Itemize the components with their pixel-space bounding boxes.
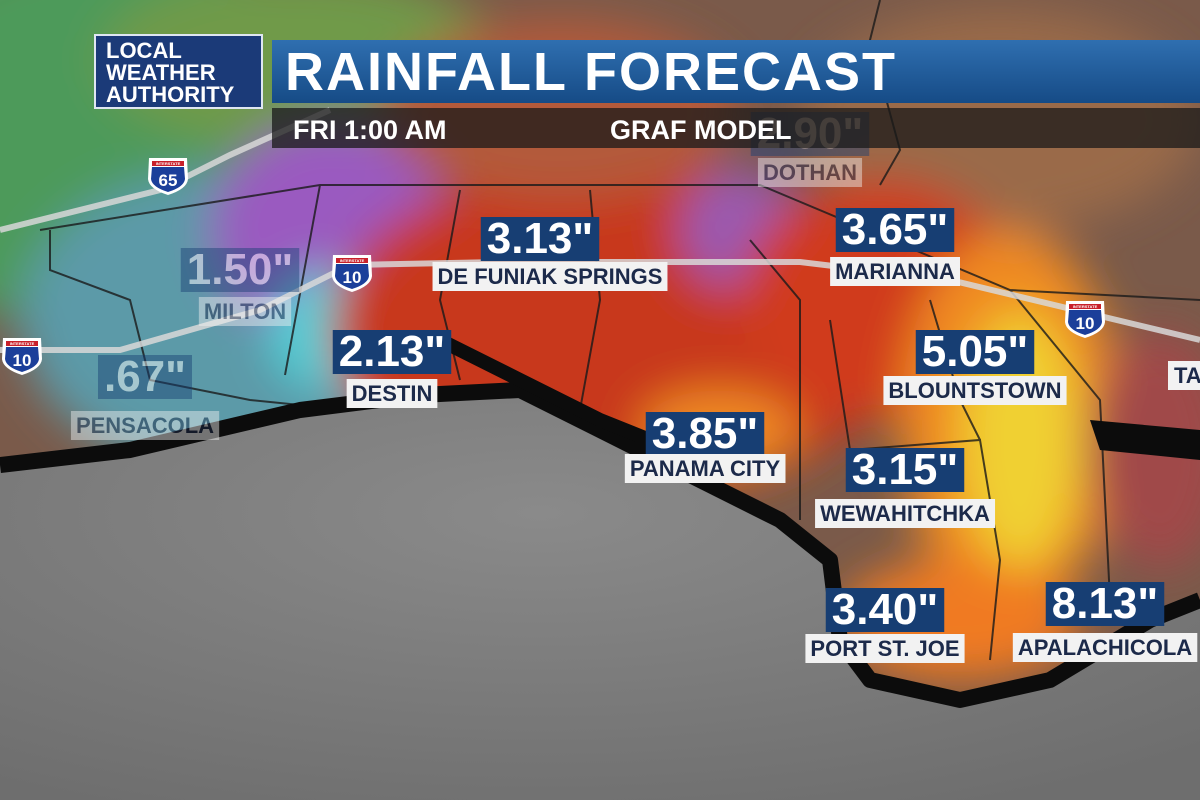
shield-caption: INTERSTATE — [1073, 304, 1098, 309]
shield-top — [1069, 304, 1101, 309]
rain-amount: .67" — [104, 352, 186, 401]
name-box — [70, 411, 220, 440]
interstate-shields: INTERSTATE65INTERSTATE10INTERSTATE10INTE… — [2, 158, 1105, 375]
location: 2.13" DESTIN — [332, 327, 452, 408]
shield-caption: INTERSTATE — [10, 341, 35, 346]
rain-amount: 3.13" — [487, 214, 594, 263]
model-name: GRAF MODEL — [610, 115, 792, 145]
place-name: PORT ST. JOE — [810, 636, 959, 661]
name-box — [198, 297, 292, 326]
name-box — [346, 379, 438, 408]
place-name: MILTON — [204, 299, 286, 324]
logo — [94, 34, 263, 109]
location: 3.40"PORT ST. JOE — [805, 585, 965, 663]
location: 8.13" APALACHICOLA — [1012, 579, 1198, 662]
place-name: DESTIN — [352, 381, 433, 406]
rain-amount: 3.65" — [842, 205, 949, 254]
place-name: PENSACOLA — [76, 413, 214, 438]
place-name: TA — [1174, 363, 1200, 388]
place-name: DE FUNIAK SPRINGS — [438, 264, 663, 289]
shield-top — [336, 258, 368, 263]
amount-box — [845, 448, 965, 492]
location: 3.13"DE FUNIAK SPRINGS — [432, 214, 668, 291]
amount-box — [180, 248, 300, 292]
shield-body — [335, 264, 369, 289]
interstate-shield: INTERSTATE 10 — [1065, 301, 1105, 338]
shield-body — [5, 347, 39, 372]
title: RAINFALL FORECAST — [285, 42, 897, 102]
shield-number: 10 — [343, 268, 362, 287]
header: FRI 1:00 AM GRAF MODEL RAINFALL FORECAST… — [94, 34, 1200, 148]
title-bar — [272, 40, 1200, 103]
name-box — [815, 499, 996, 528]
name-box — [883, 376, 1067, 405]
name-box — [624, 454, 786, 483]
shield-number: 10 — [13, 351, 32, 370]
rain-amount: 2.13" — [339, 327, 446, 376]
logo-line: AUTHORITY — [106, 82, 235, 107]
forecast-time: FRI 1:00 AM — [293, 115, 447, 145]
amount-box — [835, 208, 955, 252]
rain-amount: 3.15" — [852, 445, 959, 494]
rain-amount: 5.05" — [922, 327, 1029, 376]
location: 1.50" MILTON — [180, 245, 300, 326]
name-box — [830, 257, 960, 286]
rain-amount: 8.13" — [1052, 579, 1159, 628]
amount-box — [915, 330, 1035, 374]
name-box — [432, 262, 668, 291]
amount-box — [645, 412, 765, 456]
name-box — [1168, 361, 1200, 390]
amount-box — [1045, 582, 1165, 626]
place-name: BLOUNTSTOWN — [888, 378, 1061, 403]
shield-caption: INTERSTATE — [156, 161, 181, 166]
interstate-shield: INTERSTATE 65 — [148, 158, 188, 195]
place-name: DOTHAN — [763, 160, 857, 185]
shield-caption: INTERSTATE — [340, 258, 365, 263]
locations: 2.90"DOTHAN1.50"MILTON.67"PENSACOLA3.13"… — [70, 109, 1200, 663]
edge-location: TA — [1168, 361, 1200, 390]
name-box — [805, 634, 965, 663]
shield-body — [1068, 310, 1102, 335]
place-name: APALACHICOLA — [1018, 635, 1192, 660]
location: .67" PENSACOLA — [70, 352, 220, 440]
shield-number: 10 — [1076, 314, 1095, 333]
shield-top — [6, 341, 38, 346]
amount-box — [97, 355, 193, 399]
name-box — [757, 158, 863, 187]
name-box — [1012, 633, 1198, 662]
location: 3.15" WEWAHITCHKA — [815, 445, 996, 528]
location: 3.85"PANAMA CITY — [624, 409, 786, 483]
amount-box — [480, 217, 600, 261]
rain-amount: 3.40" — [832, 585, 939, 634]
place-name: WEWAHITCHKA — [820, 501, 990, 526]
subtitle-bar — [272, 108, 1200, 148]
logo-line: LOCAL — [106, 38, 182, 63]
location: 5.05"BLOUNTSTOWN — [883, 327, 1067, 405]
place-name: PANAMA CITY — [630, 456, 781, 481]
shield-top — [152, 161, 184, 166]
shield-body — [151, 167, 185, 192]
shield-number: 65 — [159, 171, 178, 190]
interstate-shield: INTERSTATE 10 — [332, 255, 372, 292]
place-name: MARIANNA — [835, 259, 955, 284]
logo-line: WEATHER — [106, 60, 216, 85]
rain-amount: 3.85" — [652, 409, 759, 458]
interstate-shield: INTERSTATE 10 — [2, 338, 42, 375]
amount-box — [332, 330, 452, 374]
rain-amount: 1.50" — [187, 245, 294, 294]
amount-box — [825, 588, 945, 632]
location: 3.65" MARIANNA — [830, 205, 960, 286]
